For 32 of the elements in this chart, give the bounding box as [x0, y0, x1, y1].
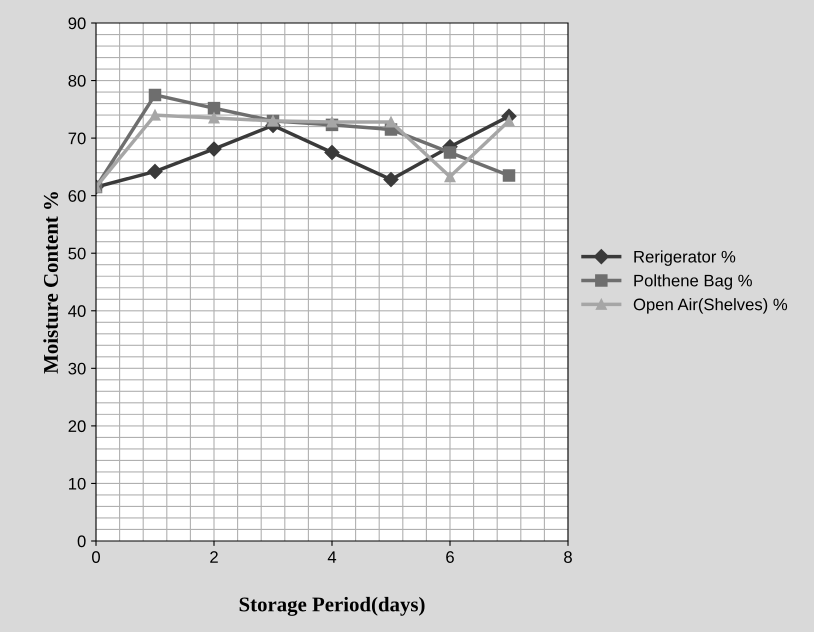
point: [324, 144, 340, 160]
x-tick-label: 4: [328, 551, 336, 563]
x-tick-label: 0: [92, 551, 100, 563]
x-tick-label: 6: [446, 551, 454, 563]
point: [147, 164, 163, 180]
legend-label: Rerigerator %: [634, 250, 736, 266]
point: [444, 146, 456, 159]
y-tick-label: 90: [68, 17, 86, 30]
x-tick-label: 8: [564, 551, 572, 563]
y-tick-label: 30: [68, 362, 86, 375]
y-tick-label: 20: [68, 420, 86, 432]
y-tick-label: 10: [69, 478, 86, 490]
point: [444, 171, 456, 182]
point: [149, 110, 161, 121]
point: [208, 112, 220, 124]
point: [502, 169, 516, 182]
y-tick-label: 70: [68, 132, 86, 144]
y-axis-title: Moisture Content %: [43, 192, 58, 374]
point: [326, 116, 338, 128]
point: [148, 88, 162, 102]
point: [383, 172, 399, 188]
point: [206, 141, 222, 157]
legend-label: Open Air(Shelves) %: [634, 298, 788, 314]
y-tick-label: 60: [68, 190, 86, 202]
x-axis-title: Storage Period(days): [240, 596, 425, 616]
legend-label: Polthene Bag %: [634, 274, 752, 290]
y-tick-label: 80: [68, 74, 86, 87]
point: [208, 102, 220, 114]
y-tick-label: 50: [68, 248, 86, 260]
x-tick-label: 2: [210, 551, 218, 563]
y-tick-label: 0: [78, 535, 86, 548]
y-tick-label: 40: [68, 305, 86, 317]
